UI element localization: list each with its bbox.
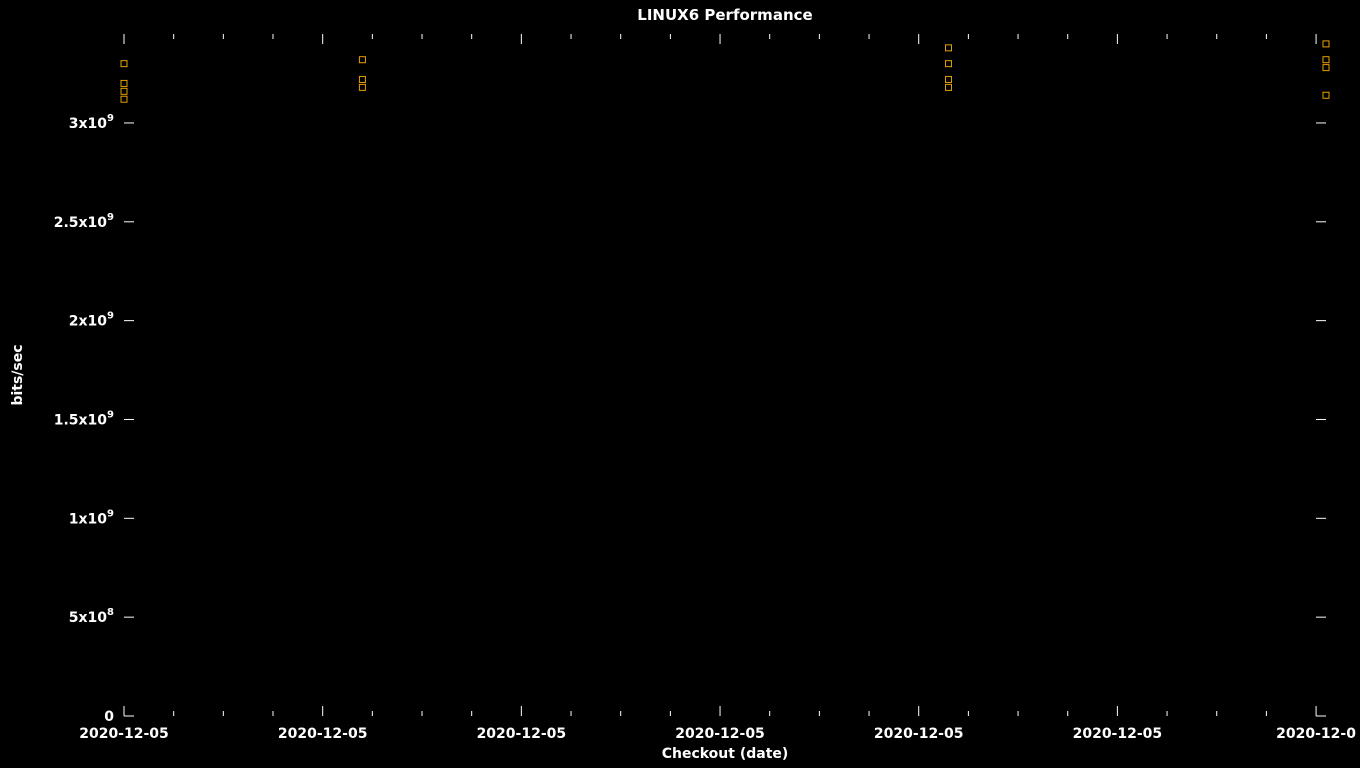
x-axis-label: Checkout (date)	[662, 746, 789, 762]
x-tick-label: 2020-12-05	[477, 726, 567, 742]
y-axis-label: bits/sec	[10, 344, 26, 405]
y-tick-label: 1.5x109	[54, 409, 114, 428]
x-tick-label: 2020-12-05	[79, 726, 169, 742]
chart-title: LINUX6 Performance	[637, 6, 812, 24]
y-tick-label: 0	[104, 709, 114, 725]
x-tick-label: 2020-12-05	[675, 726, 765, 742]
x-tick-label: 2020-12-0	[1276, 726, 1356, 742]
performance-chart: LINUX6 Performance Checkout (date) bits/se…	[0, 0, 1360, 768]
x-tick-label: 2020-12-05	[278, 726, 368, 742]
x-tick-label: 2020-12-05	[874, 726, 964, 742]
x-tick-label: 2020-12-05	[1073, 726, 1163, 742]
chart-background	[0, 0, 1360, 768]
y-tick-label: 2.5x109	[54, 212, 114, 231]
